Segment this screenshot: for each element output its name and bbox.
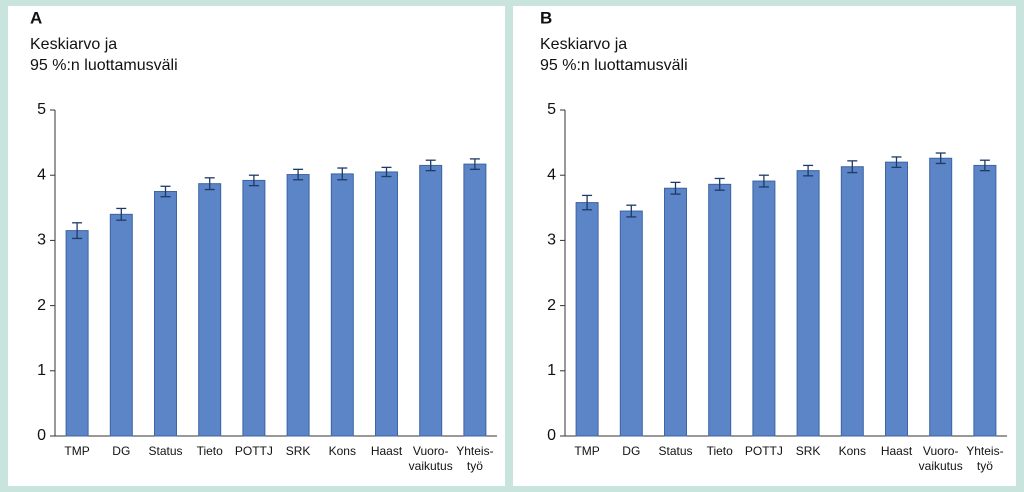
bar bbox=[65, 230, 89, 437]
error-bar bbox=[72, 222, 83, 240]
bar bbox=[109, 213, 133, 437]
error-bar bbox=[979, 159, 990, 172]
x-tick-label: TMP bbox=[574, 444, 599, 458]
x-tick-label: Yhteis- bbox=[456, 444, 493, 458]
x-tick-label: DG bbox=[622, 444, 640, 458]
x-tick-label: työ bbox=[977, 459, 993, 473]
y-axis-label: Keskiarvo ja bbox=[540, 36, 627, 53]
bar bbox=[463, 163, 487, 437]
bar bbox=[664, 187, 687, 437]
x-tick-label: Haast bbox=[881, 444, 913, 458]
y-tick-label: 1 bbox=[547, 362, 556, 379]
error-bar bbox=[758, 174, 769, 188]
x-tick-label: DG bbox=[112, 444, 130, 458]
error-bar bbox=[935, 152, 946, 165]
bar bbox=[929, 157, 953, 437]
error-bar bbox=[670, 181, 681, 195]
x-tick-label: vaikutus bbox=[409, 459, 453, 473]
bar bbox=[708, 183, 732, 437]
x-tick-label: SRK bbox=[796, 444, 821, 458]
bar bbox=[885, 161, 908, 437]
y-tick-label: 1 bbox=[37, 362, 46, 379]
x-tick-label: Status bbox=[658, 444, 692, 458]
bar bbox=[575, 202, 599, 437]
error-bar bbox=[714, 177, 725, 191]
x-tick-label: vaikutus bbox=[919, 459, 963, 473]
error-bar bbox=[847, 160, 858, 174]
bar bbox=[375, 171, 398, 437]
bar bbox=[973, 164, 997, 437]
y-tick-label: 0 bbox=[547, 427, 556, 444]
error-bar bbox=[293, 168, 304, 181]
error-bar bbox=[381, 166, 392, 178]
error-bar bbox=[160, 185, 171, 198]
x-tick-label: TMP bbox=[64, 444, 89, 458]
x-tick-label: Haast bbox=[371, 444, 403, 458]
x-tick-label: Vuoro- bbox=[413, 444, 449, 458]
error-bar bbox=[469, 158, 480, 170]
y-tick-label: 3 bbox=[37, 232, 46, 249]
bar bbox=[330, 173, 354, 437]
error-bar bbox=[425, 159, 436, 172]
x-tick-label: Kons bbox=[839, 444, 866, 458]
y-tick-label: 3 bbox=[547, 232, 556, 249]
error-bar bbox=[204, 177, 215, 191]
panel-title: B bbox=[540, 8, 552, 27]
y-tick-label: 0 bbox=[37, 427, 46, 444]
bar bbox=[286, 174, 310, 437]
bar bbox=[752, 180, 776, 437]
y-tick-label: 5 bbox=[547, 101, 556, 118]
panel-title: A bbox=[30, 8, 42, 27]
x-tick-label: Yhteis- bbox=[966, 444, 1003, 458]
bar bbox=[242, 179, 266, 437]
error-bar bbox=[803, 164, 814, 177]
error-bar bbox=[582, 194, 593, 211]
x-tick-label: POTTJ bbox=[745, 444, 783, 458]
bar bbox=[840, 166, 864, 437]
y-tick-label: 4 bbox=[37, 166, 46, 183]
x-tick-label: POTTJ bbox=[235, 444, 273, 458]
y-tick-label: 5 bbox=[37, 101, 46, 118]
error-bar bbox=[116, 207, 127, 221]
x-tick-label: SRK bbox=[286, 444, 311, 458]
error-bar bbox=[248, 174, 259, 187]
x-tick-label: Status bbox=[148, 444, 182, 458]
x-tick-label: työ bbox=[467, 459, 483, 473]
y-axis-label: Keskiarvo ja bbox=[30, 36, 117, 53]
error-bar bbox=[891, 156, 902, 169]
y-axis-label: 95 %:n luottamusväli bbox=[540, 57, 688, 74]
bar bbox=[154, 191, 177, 437]
x-tick-label: Tieto bbox=[707, 444, 734, 458]
x-tick-label: Vuoro- bbox=[923, 444, 959, 458]
x-tick-label: Tieto bbox=[197, 444, 224, 458]
y-tick-label: 4 bbox=[547, 166, 556, 183]
error-bar bbox=[337, 167, 348, 181]
y-tick-label: 2 bbox=[547, 297, 556, 314]
bar bbox=[198, 183, 222, 437]
error-bar bbox=[626, 204, 637, 218]
bar bbox=[796, 170, 820, 437]
y-axis-label: 95 %:n luottamusväli bbox=[30, 57, 178, 74]
bar bbox=[419, 164, 443, 437]
x-tick-label: Kons bbox=[329, 444, 356, 458]
bar bbox=[619, 210, 643, 437]
y-tick-label: 2 bbox=[37, 297, 46, 314]
